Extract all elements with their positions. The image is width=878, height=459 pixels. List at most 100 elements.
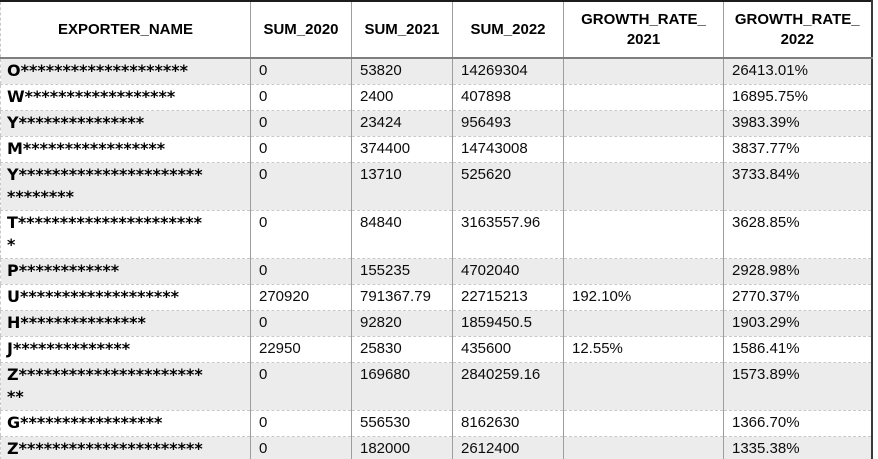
cell-sum-2021: 53820 xyxy=(351,58,453,85)
cell-sum-2020: 0 xyxy=(250,210,352,259)
exporter-name-text: Z************************* xyxy=(7,439,203,458)
cell-sum-2022: 14743008 xyxy=(452,136,564,163)
exporter-name-text: T*********************** xyxy=(7,213,202,254)
cell-sum-2021: 155235 xyxy=(351,258,453,285)
cell-sum-2022: 8162630 xyxy=(452,410,564,437)
cell-exporter-name: H*************** xyxy=(0,310,251,337)
cell-sum-2021: 374400 xyxy=(351,136,453,163)
cell-exporter-name: U******************* xyxy=(0,284,251,311)
exporter-name-text: P************ xyxy=(7,261,120,280)
cell-sum-2020: 22950 xyxy=(250,336,352,363)
table-row: H*************** 0 92820 1859450.5 1903.… xyxy=(0,310,872,337)
cell-growth-2022: 3837.77% xyxy=(723,136,872,163)
cell-exporter-name: T*********************** xyxy=(0,210,251,259)
cell-sum-2021: 556530 xyxy=(351,410,453,437)
table-row: Z************************ 0 169680 28402… xyxy=(0,362,872,411)
cell-growth-2022: 3733.84% xyxy=(723,162,872,211)
cell-growth-2022: 1335.38% xyxy=(723,436,872,459)
cell-sum-2021: 23424 xyxy=(351,110,453,137)
cell-sum-2021: 92820 xyxy=(351,310,453,337)
cell-growth-2021 xyxy=(563,436,724,459)
cell-growth-2022: 1573.89% xyxy=(723,362,872,411)
cell-sum-2021: 13710 xyxy=(351,162,453,211)
cell-sum-2020: 270920 xyxy=(250,284,352,311)
cell-sum-2022: 22715213 xyxy=(452,284,564,311)
cell-sum-2022: 4702040 xyxy=(452,258,564,285)
cell-growth-2022: 3628.85% xyxy=(723,210,872,259)
column-header-sum-2021: SUM_2021 xyxy=(351,1,453,59)
cell-sum-2021: 84840 xyxy=(351,210,453,259)
cell-growth-2021 xyxy=(563,258,724,285)
table-header: EXPORTER_NAME SUM_2020 SUM_2021 SUM_2022… xyxy=(0,1,872,59)
table-row: M***************** 0 374400 14743008 383… xyxy=(0,136,872,163)
exporter-name-text: Y****************************** xyxy=(7,165,203,206)
cell-growth-2021 xyxy=(563,84,724,111)
cell-growth-2022: 16895.75% xyxy=(723,84,872,111)
table-row: P************ 0 155235 4702040 2928.98% xyxy=(0,258,872,285)
exporter-name-text: H*************** xyxy=(7,313,146,332)
cell-exporter-name: Y*************** xyxy=(0,110,251,137)
cell-sum-2022: 435600 xyxy=(452,336,564,363)
cell-sum-2020: 0 xyxy=(250,258,352,285)
cell-sum-2020: 0 xyxy=(250,110,352,137)
cell-sum-2022: 407898 xyxy=(452,84,564,111)
table-row: U******************* 270920 791367.79 22… xyxy=(0,284,872,311)
exporter-name-text: O******************** xyxy=(7,61,188,80)
cell-sum-2022: 2612400 xyxy=(452,436,564,459)
cell-sum-2022: 1859450.5 xyxy=(452,310,564,337)
cell-exporter-name: M***************** xyxy=(0,136,251,163)
column-header-growth-rate-2022: GROWTH_RATE_ 2022 xyxy=(723,1,872,59)
cell-growth-2021 xyxy=(563,310,724,337)
cell-growth-2021: 192.10% xyxy=(563,284,724,311)
exporter-name-text: U******************* xyxy=(7,287,179,306)
cell-sum-2020: 0 xyxy=(250,436,352,459)
table-body: O******************** 0 53820 14269304 2… xyxy=(0,58,872,459)
cell-sum-2022: 14269304 xyxy=(452,58,564,85)
cell-growth-2022: 2928.98% xyxy=(723,258,872,285)
column-header-sum-2022: SUM_2022 xyxy=(452,1,564,59)
cell-growth-2022: 26413.01% xyxy=(723,58,872,85)
cell-sum-2022: 525620 xyxy=(452,162,564,211)
cell-exporter-name: O******************** xyxy=(0,58,251,85)
cell-sum-2022: 2840259.16 xyxy=(452,362,564,411)
table-row: Z************************* 0 182000 2612… xyxy=(0,436,872,459)
column-header-exporter-name: EXPORTER_NAME xyxy=(0,1,251,59)
cell-growth-2021 xyxy=(563,58,724,85)
cell-growth-2022: 3983.39% xyxy=(723,110,872,137)
table-row: J************** 22950 25830 435600 12.55… xyxy=(0,336,872,363)
exporter-name-text: G***************** xyxy=(7,413,163,432)
cell-growth-2021 xyxy=(563,210,724,259)
column-header-sum-2020: SUM_2020 xyxy=(250,1,352,59)
cell-growth-2021 xyxy=(563,410,724,437)
cell-growth-2022: 1586.41% xyxy=(723,336,872,363)
cell-sum-2021: 169680 xyxy=(351,362,453,411)
cell-sum-2022: 3163557.96 xyxy=(452,210,564,259)
cell-sum-2021: 182000 xyxy=(351,436,453,459)
cell-sum-2020: 0 xyxy=(250,310,352,337)
cell-sum-2020: 0 xyxy=(250,162,352,211)
cell-exporter-name: W****************** xyxy=(0,84,251,111)
cell-exporter-name: J************** xyxy=(0,336,251,363)
exporter-name-text: Y*************** xyxy=(7,113,145,132)
cell-exporter-name: Y****************************** xyxy=(0,162,251,211)
table-row: T*********************** 0 84840 3163557… xyxy=(0,210,872,259)
exporter-name-text: J************** xyxy=(7,339,131,358)
table-row: G***************** 0 556530 8162630 1366… xyxy=(0,410,872,437)
cell-exporter-name: G***************** xyxy=(0,410,251,437)
cell-growth-2021 xyxy=(563,136,724,163)
cell-sum-2020: 0 xyxy=(250,136,352,163)
column-header-growth-rate-2021: GROWTH_RATE_ 2021 xyxy=(563,1,724,59)
cell-sum-2020: 0 xyxy=(250,84,352,111)
cell-sum-2021: 25830 xyxy=(351,336,453,363)
cell-exporter-name: P************ xyxy=(0,258,251,285)
header-row: EXPORTER_NAME SUM_2020 SUM_2021 SUM_2022… xyxy=(0,1,872,59)
table-row: O******************** 0 53820 14269304 2… xyxy=(0,58,872,85)
exporter-name-text: M***************** xyxy=(7,139,166,158)
cell-exporter-name: Z************************* xyxy=(0,436,251,459)
table-row: Y****************************** 0 13710 … xyxy=(0,162,872,211)
cell-sum-2022: 956493 xyxy=(452,110,564,137)
cell-growth-2022: 1903.29% xyxy=(723,310,872,337)
table-row: W****************** 0 2400 407898 16895.… xyxy=(0,84,872,111)
